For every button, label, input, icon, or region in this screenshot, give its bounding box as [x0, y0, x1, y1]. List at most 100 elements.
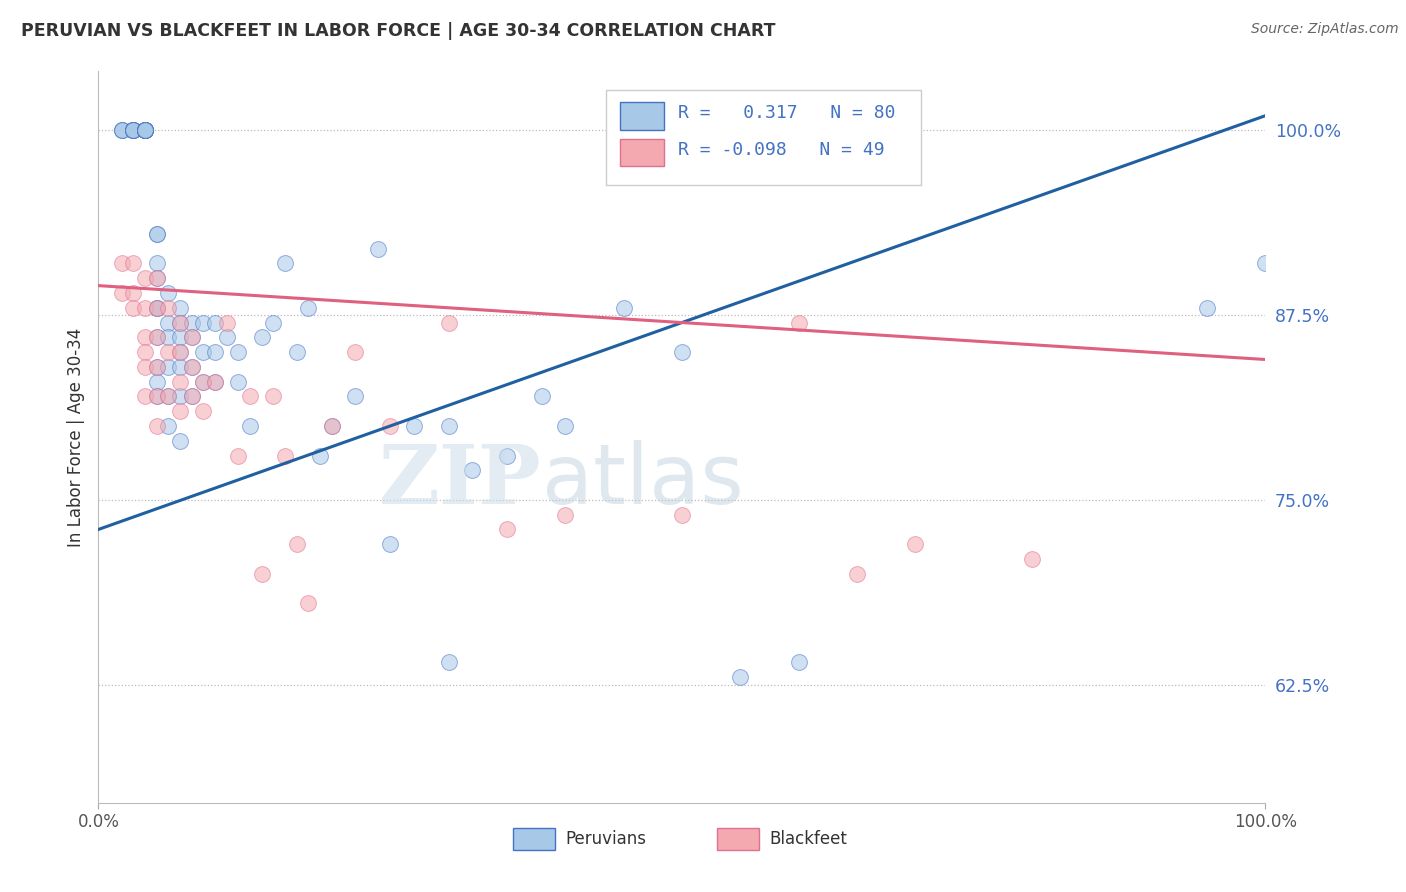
Point [228, 345, 250, 359]
Point [239, 419, 262, 434]
Text: ZIP: ZIP [380, 441, 541, 521]
Point [146, 301, 169, 315]
Point [146, 389, 169, 403]
Point [157, 389, 180, 403]
Point [146, 359, 169, 374]
Point [285, 345, 308, 359]
Point [239, 389, 262, 403]
FancyBboxPatch shape [606, 90, 921, 185]
Point [193, 404, 215, 418]
Point [180, 359, 202, 374]
Point [146, 271, 169, 285]
Point [122, 123, 145, 137]
Point [402, 419, 425, 434]
Point [437, 419, 460, 434]
Point [1195, 301, 1218, 315]
Point [204, 375, 226, 389]
Point [169, 434, 191, 448]
Point [193, 375, 215, 389]
Point [146, 330, 169, 344]
Point [146, 227, 169, 241]
Point [274, 256, 297, 270]
Point [274, 449, 297, 463]
Point [111, 123, 134, 137]
Point [134, 123, 156, 137]
Point [122, 123, 145, 137]
Point [134, 123, 156, 137]
Point [134, 123, 156, 137]
Point [111, 123, 134, 137]
Text: Peruvians: Peruvians [565, 830, 647, 848]
Point [215, 330, 238, 344]
Point [204, 345, 226, 359]
Point [204, 375, 226, 389]
Text: R = -0.098   N = 49: R = -0.098 N = 49 [679, 141, 884, 159]
Point [146, 256, 169, 270]
Point [111, 285, 134, 300]
Point [321, 419, 343, 434]
Point [193, 345, 215, 359]
Point [180, 389, 202, 403]
Point [134, 389, 156, 403]
Point [134, 123, 156, 137]
Point [134, 271, 156, 285]
Point [530, 389, 553, 403]
Point [228, 375, 250, 389]
Point [367, 242, 389, 256]
Point [169, 359, 191, 374]
Text: R =   0.317   N = 80: R = 0.317 N = 80 [679, 104, 896, 122]
Text: atlas: atlas [541, 441, 744, 522]
Point [180, 330, 202, 344]
Point [169, 330, 191, 344]
Point [262, 389, 284, 403]
Point [437, 316, 460, 330]
Point [146, 301, 169, 315]
Point [134, 359, 156, 374]
Point [380, 419, 402, 434]
Point [146, 375, 169, 389]
Point [169, 301, 191, 315]
Point [1254, 256, 1277, 270]
Bar [620, 102, 665, 130]
Point [787, 316, 810, 330]
Point [613, 301, 636, 315]
Point [157, 285, 180, 300]
Point [157, 359, 180, 374]
Point [134, 123, 156, 137]
Text: Blackfeet: Blackfeet [769, 830, 848, 848]
Bar [513, 829, 555, 850]
Bar [717, 829, 759, 850]
Bar [620, 138, 665, 167]
Point [730, 670, 752, 684]
Point [134, 123, 156, 137]
Y-axis label: In Labor Force | Age 30-34: In Labor Force | Age 30-34 [66, 327, 84, 547]
Point [134, 123, 156, 137]
Point [554, 508, 576, 522]
Point [228, 449, 250, 463]
Point [146, 330, 169, 344]
Point [146, 359, 169, 374]
Point [134, 330, 156, 344]
Point [787, 656, 810, 670]
Point [285, 537, 308, 551]
Point [122, 123, 145, 137]
Point [134, 123, 156, 137]
Point [344, 389, 367, 403]
Point [193, 375, 215, 389]
Point [344, 345, 367, 359]
Point [461, 463, 484, 477]
Point [180, 316, 202, 330]
Point [157, 345, 180, 359]
Point [157, 316, 180, 330]
Point [169, 316, 191, 330]
Point [380, 537, 402, 551]
Point [157, 330, 180, 344]
Point [146, 419, 169, 434]
Point [146, 227, 169, 241]
Point [146, 271, 169, 285]
Point [169, 345, 191, 359]
Point [122, 123, 145, 137]
Point [496, 449, 519, 463]
Point [122, 123, 145, 137]
Point [157, 301, 180, 315]
